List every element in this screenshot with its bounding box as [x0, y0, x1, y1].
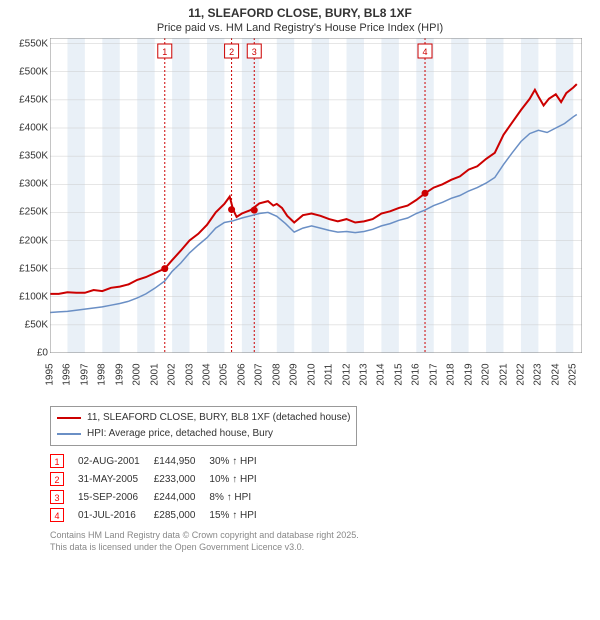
event-marker: 1	[50, 454, 64, 468]
event-row: 2 31-MAY-2005 £233,000 10% ↑ HPI	[50, 470, 271, 488]
x-tick-label: 2018	[446, 363, 457, 385]
x-tick-label: 1999	[114, 363, 125, 385]
chart-plot: 1 2 3 4	[50, 38, 582, 353]
x-tick-label: 2024	[550, 363, 561, 385]
footer-attribution: Contains HM Land Registry data © Crown c…	[50, 530, 592, 553]
x-tick-label: 2014	[376, 363, 387, 385]
event-delta: 30% ↑ HPI	[209, 452, 270, 470]
x-tick-label: 2016	[411, 363, 422, 385]
legend-item: 11, SLEAFORD CLOSE, BURY, BL8 1XF (detac…	[57, 410, 350, 426]
chart-subtitle: Price paid vs. HM Land Registry's House …	[8, 22, 592, 34]
x-tick-label: 2007	[254, 363, 265, 385]
event-delta: 8% ↑ HPI	[209, 488, 270, 506]
legend-swatch	[57, 417, 81, 419]
x-tick-label: 2010	[306, 363, 317, 385]
svg-text:1: 1	[162, 47, 167, 57]
y-tick-label: £500K	[8, 66, 48, 77]
y-tick-label: £550K	[8, 38, 48, 49]
y-tick-label: £0	[8, 348, 48, 359]
event-date: 01-JUL-2016	[78, 506, 154, 524]
svg-text:3: 3	[252, 47, 257, 57]
x-tick-label: 2023	[533, 363, 544, 385]
event-price: £244,000	[154, 488, 210, 506]
event-marker: 2	[50, 472, 64, 486]
event-delta: 15% ↑ HPI	[209, 506, 270, 524]
x-tick-label: 1995	[45, 363, 56, 385]
event-date: 02-AUG-2001	[78, 452, 154, 470]
x-tick-label: 2000	[132, 363, 143, 385]
legend-label: 11, SLEAFORD CLOSE, BURY, BL8 1XF (detac…	[87, 410, 350, 426]
event-date: 31-MAY-2005	[78, 470, 154, 488]
chart-title: 11, SLEAFORD CLOSE, BURY, BL8 1XF	[8, 6, 592, 20]
x-tick-label: 2006	[236, 363, 247, 385]
y-tick-label: £400K	[8, 123, 48, 134]
y-tick-label: £100K	[8, 291, 48, 302]
x-tick-label: 2013	[358, 363, 369, 385]
event-marker: 4	[50, 508, 64, 522]
footer-line2: This data is licensed under the Open Gov…	[50, 542, 592, 554]
x-tick-label: 2015	[393, 363, 404, 385]
x-tick-label: 2019	[463, 363, 474, 385]
event-row: 4 01-JUL-2016 £285,000 15% ↑ HPI	[50, 506, 271, 524]
x-tick-label: 2020	[481, 363, 492, 385]
y-tick-label: £150K	[8, 263, 48, 274]
event-date: 15-SEP-2006	[78, 488, 154, 506]
legend-box: 11, SLEAFORD CLOSE, BURY, BL8 1XF (detac…	[50, 406, 357, 446]
x-tick-label: 2003	[184, 363, 195, 385]
x-tick-label: 1996	[62, 363, 73, 385]
chart-area: 1 2 3 4 £0 £50K £100K £150K £200K £250K £300K £350…	[8, 38, 592, 398]
x-tick-label: 1998	[97, 363, 108, 385]
event-price: £285,000	[154, 506, 210, 524]
x-tick-label: 2012	[341, 363, 352, 385]
event-price: £233,000	[154, 470, 210, 488]
x-tick-label: 2021	[498, 363, 509, 385]
x-tick-label: 2001	[149, 363, 160, 385]
y-tick-label: £300K	[8, 179, 48, 190]
x-tick-label: 2004	[201, 363, 212, 385]
legend-item: HPI: Average price, detached house, Bury	[57, 426, 350, 442]
x-tick-label: 2011	[324, 364, 335, 386]
event-row: 1 02-AUG-2001 £144,950 30% ↑ HPI	[50, 452, 271, 470]
x-tick-label: 1997	[79, 363, 90, 385]
page-container: 11, SLEAFORD CLOSE, BURY, BL8 1XF Price …	[0, 0, 600, 620]
x-tick-label: 2017	[428, 363, 439, 385]
y-tick-label: £350K	[8, 151, 48, 162]
legend-label: HPI: Average price, detached house, Bury	[87, 426, 273, 442]
event-price: £144,950	[154, 452, 210, 470]
x-tick-label: 2008	[271, 363, 282, 385]
x-tick-label: 2005	[219, 363, 230, 385]
x-tick-label: 2002	[167, 363, 178, 385]
chart-svg: 1 2 3 4	[50, 38, 582, 353]
chart-header: 11, SLEAFORD CLOSE, BURY, BL8 1XF Price …	[8, 6, 592, 34]
x-tick-label: 2022	[515, 363, 526, 385]
svg-text:2: 2	[229, 47, 234, 57]
y-tick-label: £50K	[8, 319, 48, 330]
x-tick-label: 2025	[568, 363, 579, 385]
x-tick-label: 2009	[289, 363, 300, 385]
events-table: 1 02-AUG-2001 £144,950 30% ↑ HPI 2 31-MA…	[50, 452, 592, 524]
svg-text:4: 4	[423, 47, 428, 57]
legend-swatch	[57, 433, 81, 435]
event-marker: 3	[50, 490, 64, 504]
y-tick-label: £450K	[8, 94, 48, 105]
y-tick-label: £250K	[8, 207, 48, 218]
event-delta: 10% ↑ HPI	[209, 470, 270, 488]
y-tick-label: £200K	[8, 235, 48, 246]
footer-line1: Contains HM Land Registry data © Crown c…	[50, 530, 592, 542]
event-row: 3 15-SEP-2006 £244,000 8% ↑ HPI	[50, 488, 271, 506]
